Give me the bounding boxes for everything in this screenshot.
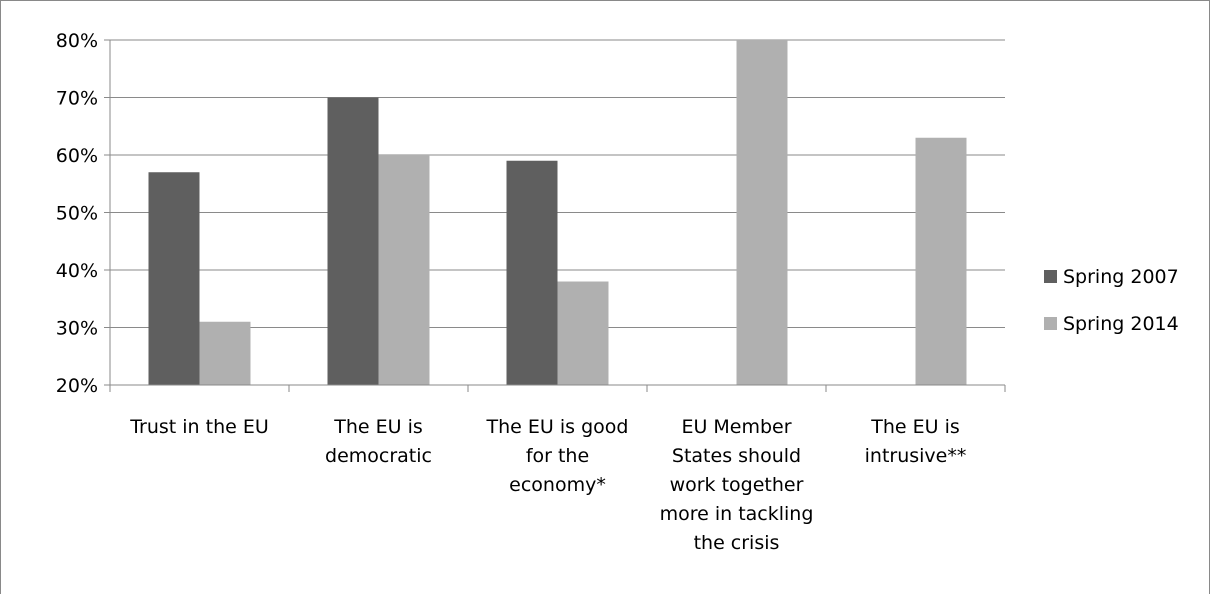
bars: [148, 40, 967, 385]
bar: [915, 137, 967, 385]
bar: [557, 281, 609, 385]
x-tick-label: Trust in the EU: [129, 416, 269, 438]
legend-swatch: [1044, 317, 1057, 330]
x-tick-label: economy*: [509, 474, 606, 496]
bar: [736, 40, 788, 385]
y-tick-label: 80%: [56, 30, 98, 52]
legend-label: Spring 2007: [1063, 266, 1179, 288]
legend-entry: Spring 2014: [1044, 313, 1179, 335]
legend: Spring 2007 Spring 2014: [1044, 266, 1179, 335]
y-tick-label: 20%: [56, 375, 98, 397]
x-tick-label: for the: [526, 445, 589, 467]
axes: [104, 39, 1006, 392]
x-tick-label: EU Member: [681, 416, 791, 438]
bar: [506, 160, 558, 385]
y-tick-label: 40%: [56, 260, 98, 282]
legend-swatch: [1044, 270, 1057, 283]
y-tick-label: 70%: [56, 88, 98, 110]
y-tick-label: 50%: [56, 203, 98, 225]
x-tick-label: work together: [670, 474, 804, 496]
legend-entry: Spring 2007: [1044, 266, 1179, 288]
y-tick-labels: 20% 30% 40% 50% 60% 70% 80%: [56, 30, 98, 397]
bar: [148, 172, 200, 385]
x-tick-label: intrusive**: [865, 445, 967, 467]
x-tick-labels: Trust in the EU The EU is democratic The EU…: [129, 416, 966, 554]
bar: [199, 321, 251, 385]
x-tick-label: more in tackling: [660, 503, 814, 525]
x-tick-label: the crisis: [694, 532, 780, 554]
y-tick-label: 60%: [56, 145, 98, 167]
bar: [327, 97, 379, 385]
bar: [378, 155, 430, 385]
x-tick-label: States should: [672, 445, 801, 467]
legend-label: Spring 2014: [1063, 313, 1179, 335]
x-tick-label: The EU is good: [486, 416, 629, 438]
y-tick-label: 30%: [56, 318, 98, 340]
x-tick-label: democratic: [325, 445, 432, 467]
x-tick-label: The EU is: [333, 416, 423, 438]
x-tick-label: The EU is: [870, 416, 960, 438]
